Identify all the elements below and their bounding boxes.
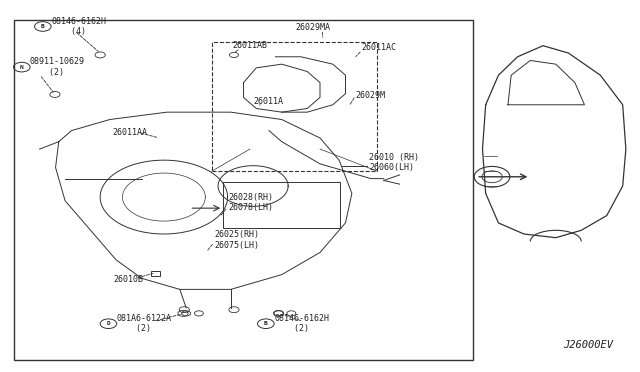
- Text: 26011A: 26011A: [253, 97, 283, 106]
- Text: N: N: [20, 65, 24, 70]
- Text: D: D: [107, 321, 110, 326]
- Text: 26028(RH)
26078(LH): 26028(RH) 26078(LH): [228, 193, 273, 212]
- Text: 26025(RH)
26075(LH): 26025(RH) 26075(LH): [214, 230, 259, 250]
- Text: 26011AC: 26011AC: [362, 43, 396, 52]
- Text: 08146-6162H
    (2): 08146-6162H (2): [274, 314, 329, 333]
- Text: 08146-6162H
    (4): 08146-6162H (4): [51, 17, 106, 36]
- Bar: [223, 182, 340, 228]
- Text: J26000EV: J26000EV: [563, 340, 613, 350]
- Text: 26011AA: 26011AA: [113, 128, 148, 137]
- Text: 08911-10629
    (2): 08911-10629 (2): [29, 57, 84, 77]
- Text: B: B: [264, 321, 268, 326]
- Text: 081A6-6122A
    (2): 081A6-6122A (2): [116, 314, 171, 333]
- Bar: [14, 20, 473, 359]
- Text: 26010 (RH)
26060(LH): 26010 (RH) 26060(LH): [369, 153, 419, 172]
- Text: 26010B: 26010B: [113, 275, 143, 283]
- Bar: [212, 42, 378, 171]
- Text: 26011AB: 26011AB: [233, 41, 268, 50]
- Text: 26029MA: 26029MA: [296, 23, 331, 32]
- Text: 26029M: 26029M: [355, 91, 385, 100]
- Bar: [151, 271, 160, 276]
- Text: B: B: [41, 24, 45, 29]
